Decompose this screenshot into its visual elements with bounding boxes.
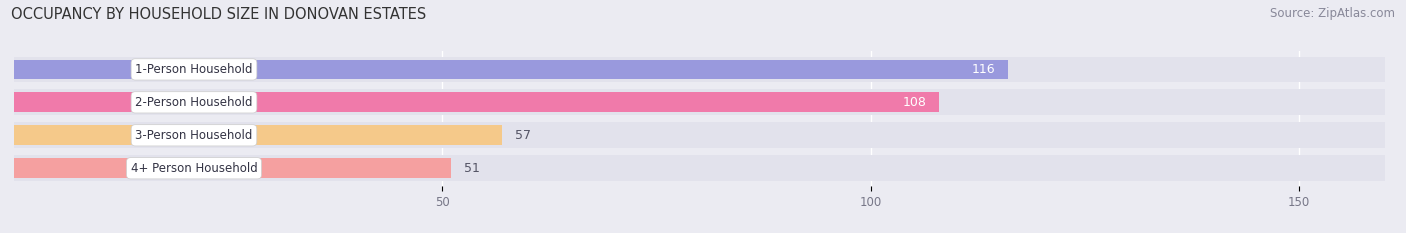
Bar xyxy=(14,155,1385,181)
Bar xyxy=(14,93,939,112)
Text: 1-Person Household: 1-Person Household xyxy=(135,63,253,76)
Text: 57: 57 xyxy=(515,129,531,142)
Bar xyxy=(14,57,1385,82)
Text: 2-Person Household: 2-Person Household xyxy=(135,96,253,109)
Text: OCCUPANCY BY HOUSEHOLD SIZE IN DONOVAN ESTATES: OCCUPANCY BY HOUSEHOLD SIZE IN DONOVAN E… xyxy=(11,7,426,22)
Text: 108: 108 xyxy=(903,96,927,109)
Bar xyxy=(14,59,1008,79)
Text: Source: ZipAtlas.com: Source: ZipAtlas.com xyxy=(1270,7,1395,20)
Bar xyxy=(14,89,1385,115)
Text: 51: 51 xyxy=(464,162,479,175)
Bar xyxy=(14,158,451,178)
Text: 3-Person Household: 3-Person Household xyxy=(135,129,253,142)
Text: 116: 116 xyxy=(972,63,995,76)
Bar xyxy=(14,125,502,145)
Bar xyxy=(14,123,1385,148)
Text: 4+ Person Household: 4+ Person Household xyxy=(131,162,257,175)
